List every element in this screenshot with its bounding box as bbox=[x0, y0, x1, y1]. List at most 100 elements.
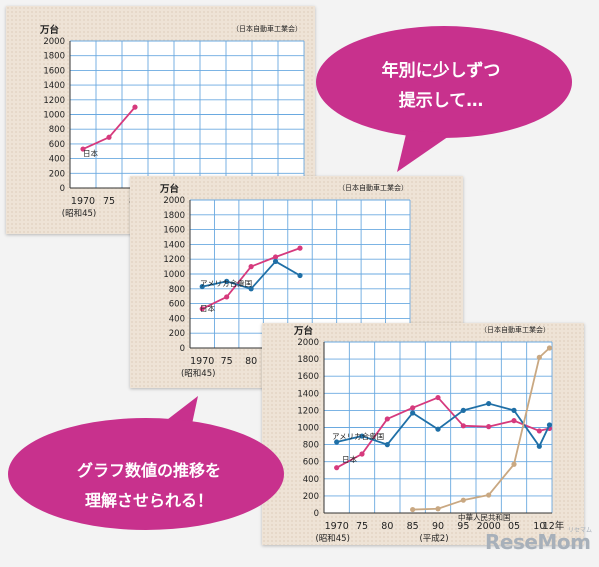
bubble-tail bbox=[397, 130, 452, 172]
series-label: 中華人民共和国 bbox=[458, 512, 511, 522]
x-tick-label: 75 bbox=[221, 356, 233, 367]
data-point bbox=[359, 433, 365, 439]
y-tick-label: 1000 bbox=[163, 270, 185, 280]
data-point bbox=[511, 461, 517, 467]
y-tick-label: 2000 bbox=[43, 37, 65, 47]
x-tick-label: 1970 bbox=[325, 521, 349, 532]
bubble-top-line-2: 提示して… bbox=[398, 91, 484, 111]
data-point bbox=[536, 354, 542, 360]
y-tick-label: 800 bbox=[49, 125, 65, 135]
y-tick-label: 1800 bbox=[163, 211, 185, 221]
y-tick-label: 1400 bbox=[43, 81, 65, 91]
data-point bbox=[297, 245, 303, 251]
data-point bbox=[546, 345, 553, 351]
data-point bbox=[435, 506, 441, 512]
chart-3: 2000180016001400120010008006004002000万台（… bbox=[293, 325, 565, 544]
y-tick-label: 1200 bbox=[297, 406, 319, 416]
data-point bbox=[410, 405, 416, 411]
data-point bbox=[486, 424, 492, 430]
x-era-label: (昭和45) bbox=[315, 534, 349, 544]
data-point bbox=[106, 134, 112, 140]
data-point bbox=[384, 442, 390, 448]
chart-source: （日本自動車工業会） bbox=[480, 325, 550, 334]
y-tick-label: 200 bbox=[169, 329, 185, 339]
y-tick-label: 600 bbox=[303, 458, 319, 468]
bubble-bottom-line-1: グラフ数値の推移を bbox=[76, 461, 221, 480]
data-point bbox=[486, 492, 492, 498]
chart-1: 2000180016001400120010008006004002000万台（… bbox=[39, 24, 305, 219]
series-label: 日本 bbox=[342, 454, 357, 464]
y-tick-label: 0 bbox=[60, 184, 65, 194]
chart-source: （日本自動車工業会） bbox=[338, 183, 408, 192]
x-tick-label: 80 bbox=[245, 356, 257, 367]
data-point bbox=[80, 146, 86, 152]
data-point bbox=[224, 278, 230, 284]
x-tick-label: 95 bbox=[457, 521, 469, 532]
x-tick-label: 75 bbox=[103, 196, 115, 207]
brand-logo: ReseMom bbox=[485, 530, 591, 554]
y-unit-label: 万台 bbox=[39, 24, 60, 36]
x-tick-label: 12年 bbox=[543, 520, 565, 532]
data-point bbox=[546, 422, 553, 428]
y-tick-label: 0 bbox=[180, 344, 185, 354]
chart-source: （日本自動車工業会） bbox=[232, 24, 302, 33]
bubble-bottom-line-2: 理解させられる！ bbox=[84, 491, 213, 510]
data-point bbox=[272, 258, 279, 265]
y-tick-label: 1400 bbox=[163, 240, 185, 250]
series-line bbox=[336, 402, 551, 448]
x-tick-label: 80 bbox=[381, 521, 393, 532]
data-point bbox=[536, 428, 542, 434]
y-tick-label: 200 bbox=[49, 169, 65, 179]
y-tick-label: 800 bbox=[303, 441, 319, 451]
brand-logo-sub: リセマム bbox=[568, 527, 593, 534]
data-point bbox=[486, 400, 492, 407]
data-point bbox=[248, 286, 254, 292]
bubble-shape bbox=[8, 418, 284, 530]
series-line bbox=[336, 396, 550, 469]
data-point bbox=[410, 506, 416, 513]
data-point bbox=[224, 294, 230, 300]
data-point bbox=[199, 306, 205, 312]
data-point bbox=[334, 439, 340, 445]
y-tick-label: 1600 bbox=[43, 66, 65, 76]
y-tick-label: 2000 bbox=[163, 196, 185, 206]
x-tick-label: 2000 bbox=[477, 521, 501, 532]
data-point bbox=[460, 407, 466, 413]
y-tick-label: 2000 bbox=[297, 338, 319, 348]
data-point bbox=[511, 407, 517, 413]
bubble-top-line-1: 年別に少しずつ bbox=[381, 61, 501, 81]
y-tick-label: 1400 bbox=[297, 389, 319, 399]
y-tick-label: 0 bbox=[314, 509, 319, 519]
x-tick-label: 05 bbox=[508, 521, 520, 532]
data-point bbox=[460, 423, 466, 429]
y-tick-label: 1200 bbox=[43, 96, 65, 106]
data-point bbox=[248, 264, 254, 270]
data-point bbox=[384, 416, 390, 422]
data-point bbox=[511, 418, 517, 424]
data-point bbox=[334, 465, 340, 471]
series-label: アメリカ合衆国 bbox=[332, 431, 384, 441]
data-point bbox=[435, 394, 441, 401]
data-point bbox=[410, 410, 416, 416]
data-point bbox=[132, 104, 138, 110]
x-tick-label: 1970 bbox=[71, 196, 95, 207]
y-unit-label: 万台 bbox=[159, 183, 180, 195]
y-tick-label: 200 bbox=[303, 492, 319, 502]
x-era-label: (平成2) bbox=[419, 533, 448, 544]
data-point bbox=[199, 283, 205, 290]
y-tick-label: 400 bbox=[303, 475, 319, 485]
x-tick-label: 90 bbox=[432, 521, 444, 532]
data-point bbox=[272, 254, 279, 260]
y-tick-label: 400 bbox=[49, 155, 65, 165]
x-tick-label: 10 bbox=[533, 521, 545, 532]
x-tick-label: 75 bbox=[356, 521, 368, 532]
series-label: アメリカ合衆国 bbox=[200, 278, 252, 288]
chart-panel-1970-2012: 2000 1800 1600 1400 1200 1000 800 600 400 200 0 万台（… bbox=[262, 323, 584, 545]
y-tick-label: 600 bbox=[169, 300, 185, 310]
y-tick-label: 400 bbox=[169, 314, 185, 324]
data-point bbox=[297, 272, 303, 279]
bubble-shape bbox=[316, 26, 572, 138]
x-era-label: (昭和45) bbox=[62, 209, 96, 219]
chart-panel-1970-1980: 2000 1800 1600 1400 1200 1000 800 600 400 200 0 万台（… bbox=[6, 6, 315, 234]
x-era-label: (昭和45) bbox=[181, 369, 215, 379]
